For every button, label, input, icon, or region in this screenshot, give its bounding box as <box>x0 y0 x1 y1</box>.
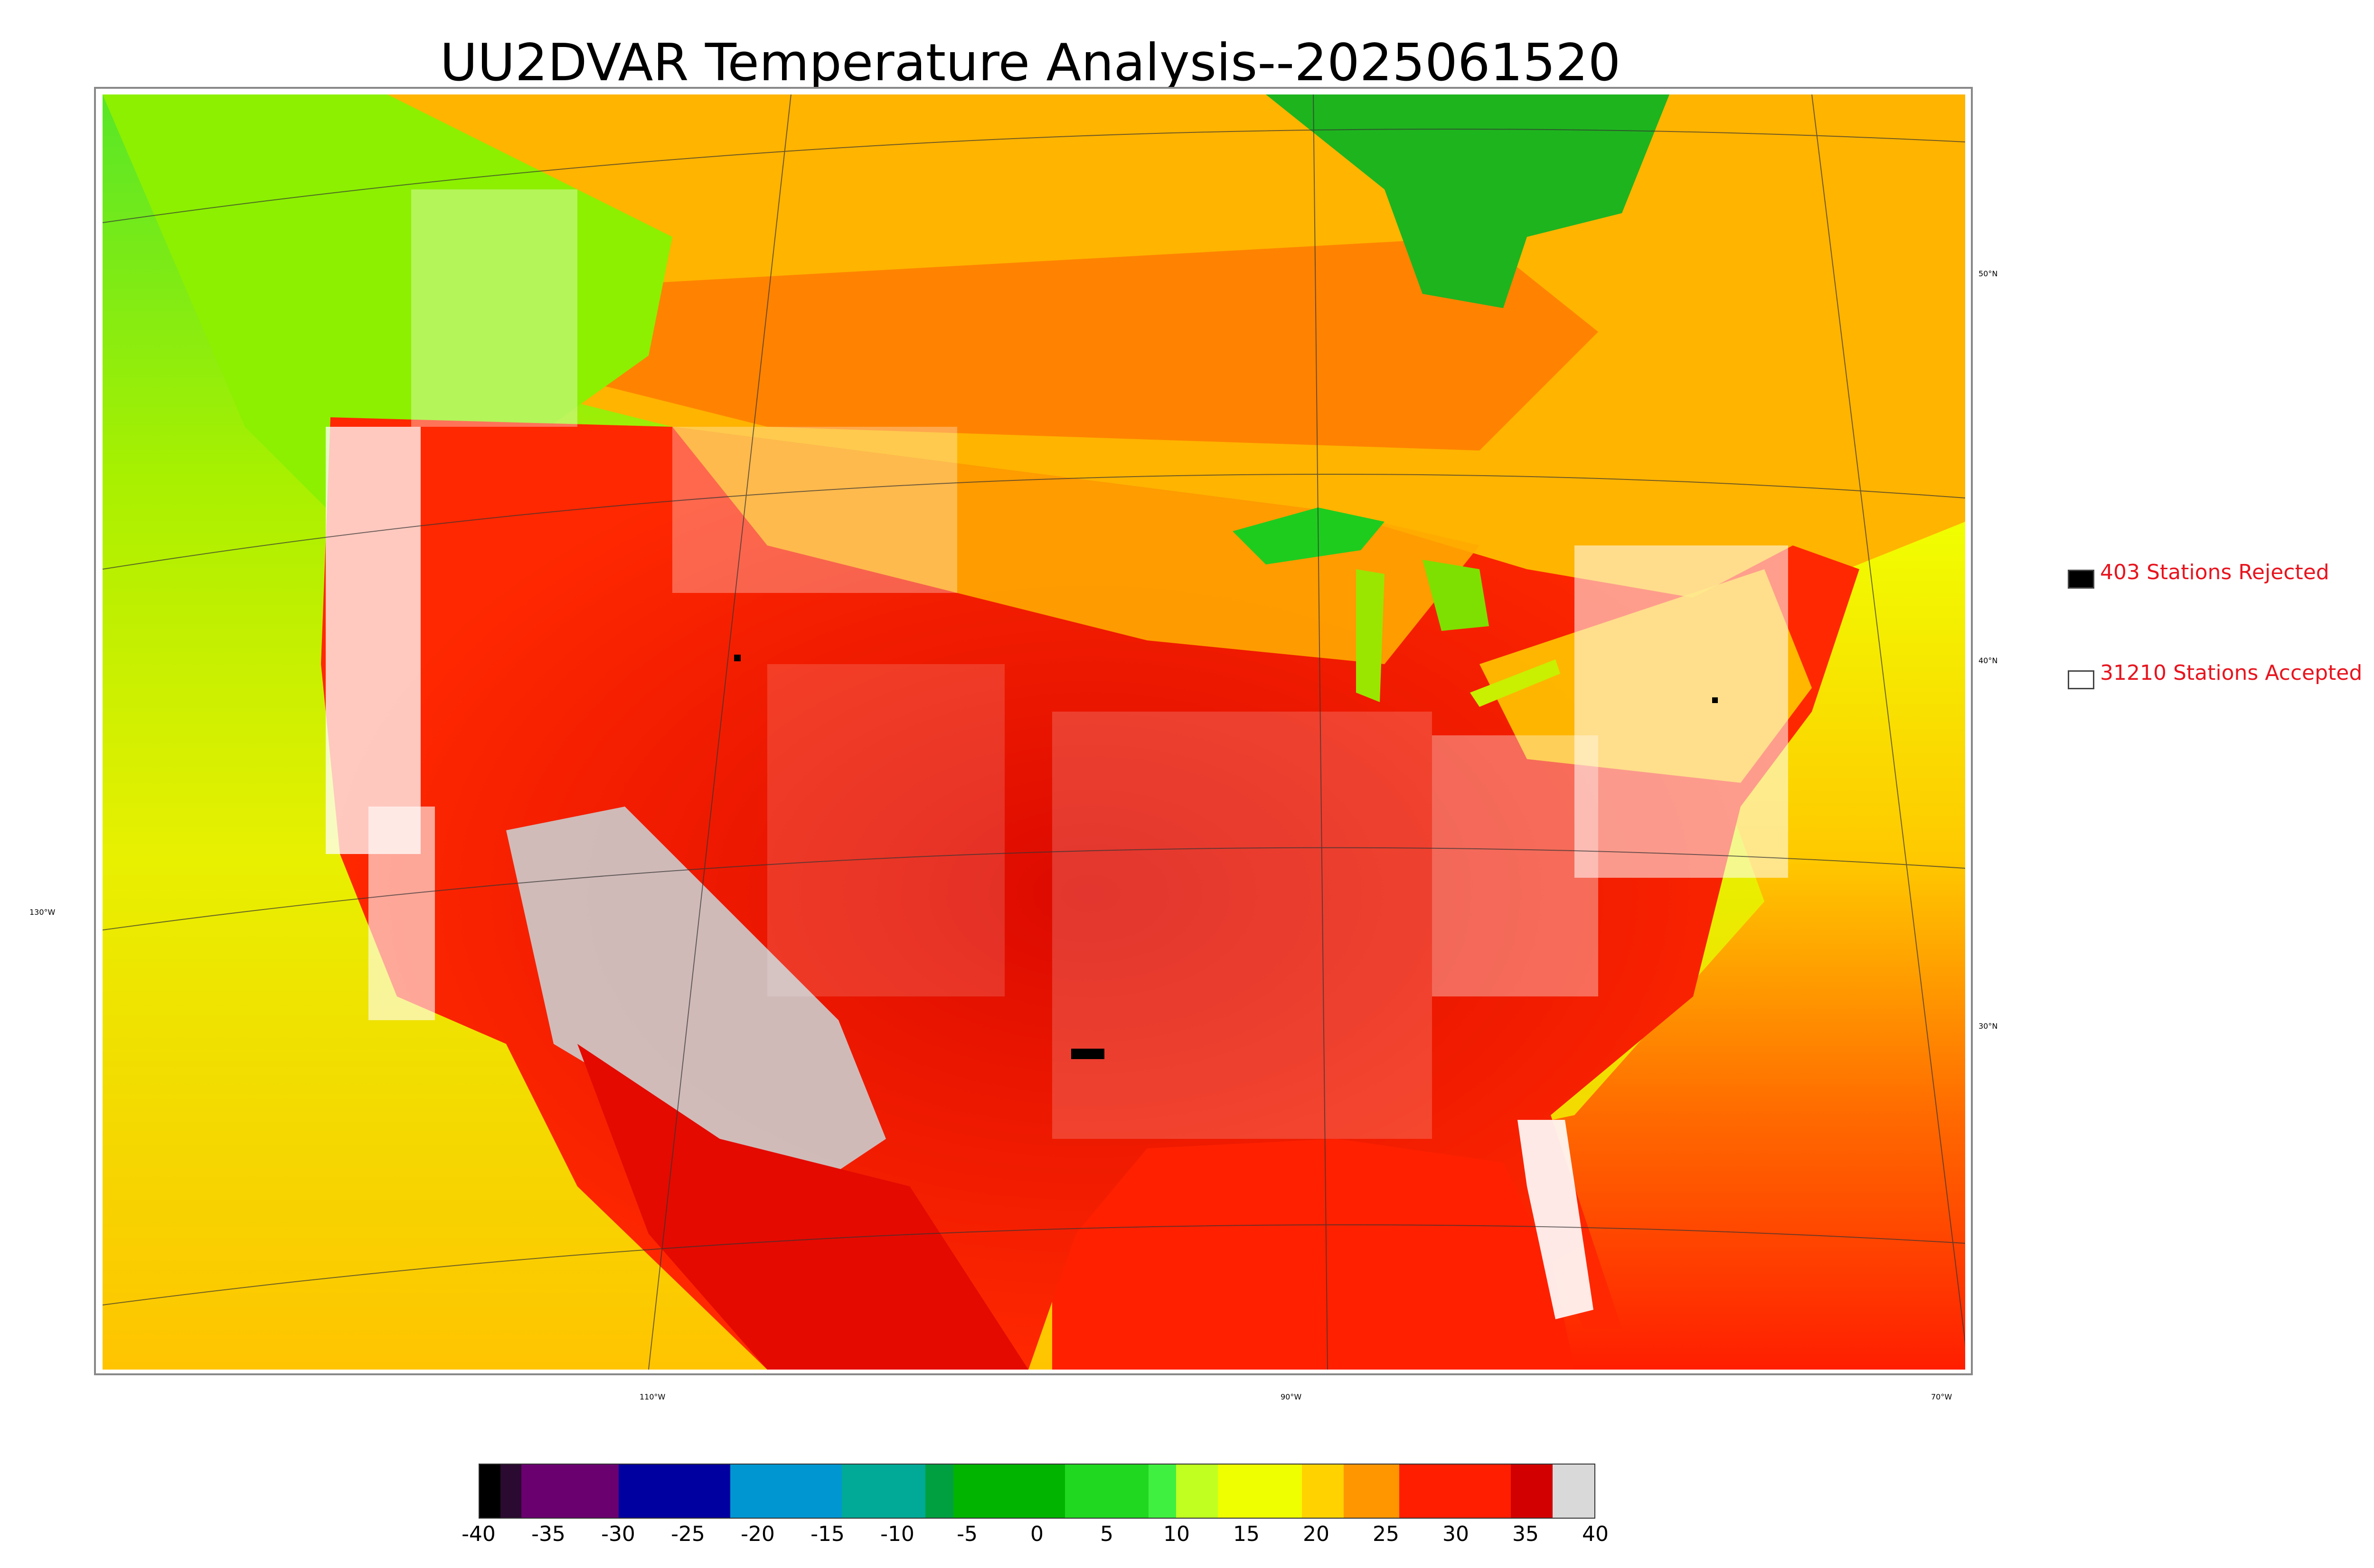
colorbar-tick-label: -20 <box>741 1522 775 1546</box>
hudson-bay-region <box>1266 94 1669 308</box>
lake-superior <box>1233 507 1385 564</box>
legend-accepted-swatch <box>2068 670 2094 689</box>
colorbar-tick-label: 20 <box>1303 1522 1329 1546</box>
map-title: UU2DVAR Temperature Analysis--2025061520 <box>440 33 1621 93</box>
gulf-of-mexico <box>1052 1139 1574 1370</box>
colorbar-segment <box>619 1465 731 1518</box>
lat-label-50n: 50°N <box>1978 269 1998 278</box>
colorbar-tick-label: 0 <box>1030 1522 1044 1546</box>
colorbar-segment <box>925 1465 953 1518</box>
colorbar-tick-label: -35 <box>531 1522 565 1546</box>
colorbar-tick-label: 10 <box>1163 1522 1190 1546</box>
colorbar-segment <box>1065 1465 1149 1518</box>
colorbar-tick-label: 30 <box>1442 1522 1469 1546</box>
colorbar-segment <box>1148 1465 1177 1518</box>
graticule-lines <box>103 94 1965 1370</box>
colorbar-segment <box>1176 1465 1218 1518</box>
mexico-land <box>577 1044 1028 1370</box>
lon-label-130w: 130°W <box>29 908 56 917</box>
legend-rejected-swatch <box>2068 570 2094 589</box>
colorbar-segment <box>1301 1465 1344 1518</box>
lat-label-30n: 30°N <box>1978 1022 1998 1031</box>
colorbar-tick-label: -15 <box>810 1522 845 1546</box>
temperature-map <box>103 94 1965 1370</box>
colorbar-segment <box>1218 1465 1302 1518</box>
rejected-stations <box>734 655 1718 1059</box>
colorbar-segment <box>953 1465 1065 1518</box>
canada-warm-band <box>577 237 1598 451</box>
colorbar-tick-label: 5 <box>1100 1522 1113 1546</box>
midwest-yellow-zone <box>672 427 1479 664</box>
colorbar-segment <box>1399 1465 1511 1518</box>
colorbar-segment <box>500 1465 522 1518</box>
legend-accepted-label: 31210 Stations Accepted <box>2100 661 2363 685</box>
colorbar <box>479 1464 1595 1519</box>
colorbar-tick-label: 15 <box>1233 1522 1260 1546</box>
accepted-stations <box>326 189 1788 1139</box>
colorbar-segment <box>1343 1465 1399 1518</box>
lake-huron <box>1423 560 1489 631</box>
northwest-cool-region <box>103 94 672 522</box>
lon-label-70w: 70°W <box>1931 1392 1952 1401</box>
legend-rejected-label: 403 Stations Rejected <box>2100 560 2329 584</box>
colorbar-segment <box>1552 1465 1594 1518</box>
colorbar-segment <box>842 1465 926 1518</box>
colorbar-segment <box>1510 1465 1553 1518</box>
colorbar-tick-label: 35 <box>1512 1522 1539 1546</box>
map-panel: 130°W 110°W 90°W 70°W 50°N 40°N 30°N <box>29 87 1997 1401</box>
colorbar-tick-label: -10 <box>880 1522 914 1546</box>
lake-michigan <box>1356 569 1385 702</box>
southwest-gray-zone <box>506 807 886 1186</box>
colorbar-segment <box>730 1465 842 1518</box>
lake-erie <box>1470 659 1560 707</box>
colorbar-tick-label: 40 <box>1582 1522 1609 1546</box>
lon-label-110w: 110°W <box>640 1392 666 1401</box>
colorbar-tick-label: -5 <box>957 1522 978 1546</box>
colorbar-segment <box>521 1465 619 1518</box>
colorbar-ticks: -40 -35 -30 -25 -20 -15 -10 -5 0 5 10 15 20 25 30 35 40 <box>462 1522 1609 1550</box>
lon-label-90w: 90°W <box>1281 1392 1302 1401</box>
colorbar-segment <box>480 1465 501 1518</box>
colorbar-tick-label: 25 <box>1373 1522 1399 1546</box>
colorbar-tick-label: -30 <box>601 1522 635 1546</box>
lat-label-40n: 40°N <box>1978 656 1998 665</box>
colorbar-tick-label: -25 <box>671 1522 705 1546</box>
colorbar-tick-label: -40 <box>462 1522 496 1546</box>
florida <box>1517 1120 1593 1319</box>
